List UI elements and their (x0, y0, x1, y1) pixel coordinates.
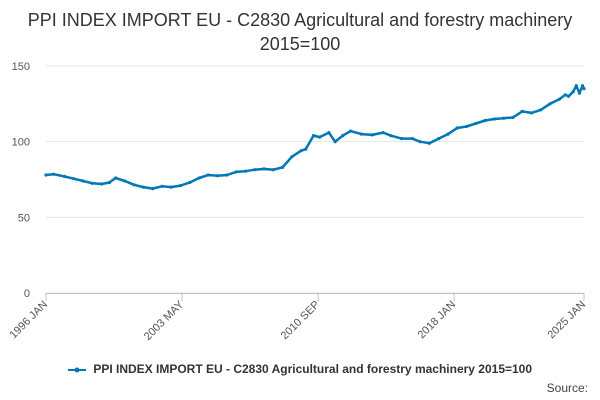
data-point[interactable] (304, 147, 308, 151)
data-point[interactable] (341, 134, 345, 138)
data-point[interactable] (262, 167, 266, 171)
data-point[interactable] (107, 180, 111, 185)
x-axis: 1996 JAN 2003 MAY 2010 SEP 2018 JAN 2025 JAN (7, 293, 588, 343)
y-tick-label: 50 (18, 212, 30, 224)
data-point[interactable] (271, 168, 275, 172)
data-point[interactable] (123, 179, 127, 183)
data-point[interactable] (502, 116, 506, 120)
y-tick-label: 100 (12, 137, 30, 149)
data-point[interactable] (253, 168, 257, 172)
data-point[interactable] (72, 177, 76, 181)
legend-marker-icon (67, 367, 86, 373)
data-point[interactable] (437, 137, 441, 141)
data-point[interactable] (216, 174, 220, 178)
data-point[interactable] (327, 131, 331, 135)
data-point[interactable] (381, 131, 385, 135)
data-point[interactable] (349, 129, 353, 133)
data-point[interactable] (225, 173, 229, 177)
data-point[interactable] (44, 173, 48, 177)
data-point[interactable] (151, 187, 155, 191)
data-point[interactable] (582, 87, 586, 91)
data-point[interactable] (400, 137, 404, 141)
x-tick-label: 2010 SEP (279, 299, 323, 343)
data-point[interactable] (290, 155, 294, 159)
data-point[interactable] (160, 184, 164, 188)
data-point[interactable] (90, 181, 94, 185)
data-point[interactable] (557, 97, 561, 101)
data-point[interactable] (492, 117, 496, 121)
data-point[interactable] (548, 102, 552, 106)
data-point[interactable] (577, 91, 582, 95)
data-point[interactable] (63, 174, 67, 179)
data-point[interactable] (132, 183, 136, 187)
data-point[interactable] (427, 141, 431, 145)
data-point[interactable] (520, 109, 524, 113)
data-point[interactable] (141, 185, 145, 189)
x-tick-label: 2018 JAN (416, 299, 459, 342)
data-point[interactable] (333, 140, 337, 144)
y-tick-label: 150 (12, 61, 30, 73)
data-point[interactable] (197, 176, 201, 180)
y-tick-label: 0 (24, 288, 30, 300)
data-point[interactable] (446, 132, 450, 136)
data-point[interactable] (188, 180, 192, 185)
x-tick-label: 1996 JAN (7, 299, 50, 342)
data-point[interactable] (474, 121, 478, 126)
data-point[interactable] (81, 179, 85, 183)
x-tick-label: 2025 JAN (545, 299, 588, 342)
data-point[interactable] (566, 94, 571, 98)
data-point[interactable] (52, 172, 56, 176)
data-point[interactable] (318, 135, 322, 139)
series-group (44, 84, 586, 191)
data-point[interactable] (580, 84, 585, 88)
data-point[interactable] (234, 170, 238, 174)
data-point[interactable] (410, 137, 414, 141)
legend-label: PPI INDEX IMPORT EU - C2830 Agricultural… (93, 362, 533, 376)
chart-title: PPI INDEX IMPORT EU - C2830 Agricultural… (27, 10, 573, 54)
data-point[interactable] (178, 184, 183, 188)
data-point[interactable] (311, 134, 316, 138)
data-point[interactable] (571, 90, 575, 94)
data-point[interactable] (418, 140, 422, 144)
series-line (45, 84, 586, 190)
data-point[interactable] (511, 115, 515, 120)
data-point[interactable] (114, 176, 118, 180)
data-point[interactable] (483, 118, 487, 123)
grid-lines (46, 65, 584, 294)
data-point[interactable] (100, 182, 104, 186)
data-point[interactable] (370, 133, 374, 137)
data-point[interactable] (299, 149, 303, 153)
data-point[interactable] (243, 169, 247, 173)
data-point[interactable] (539, 108, 543, 112)
y-axis-labels: 0 50 100 150 (12, 61, 30, 300)
data-point[interactable] (563, 93, 568, 97)
data-point[interactable] (389, 134, 393, 138)
data-point[interactable] (455, 126, 459, 130)
data-point[interactable] (169, 185, 173, 189)
legend[interactable]: PPI INDEX IMPORT EU - C2830 Agricultural… (0, 362, 600, 376)
data-point[interactable] (529, 111, 534, 115)
data-point[interactable] (206, 173, 210, 177)
data-point[interactable] (574, 84, 578, 88)
data-point[interactable] (359, 132, 363, 136)
x-tick-label: 2003 MAY (142, 298, 187, 343)
data-point[interactable] (280, 165, 285, 169)
source-label: Source: (546, 381, 588, 395)
data-point[interactable] (464, 124, 469, 129)
